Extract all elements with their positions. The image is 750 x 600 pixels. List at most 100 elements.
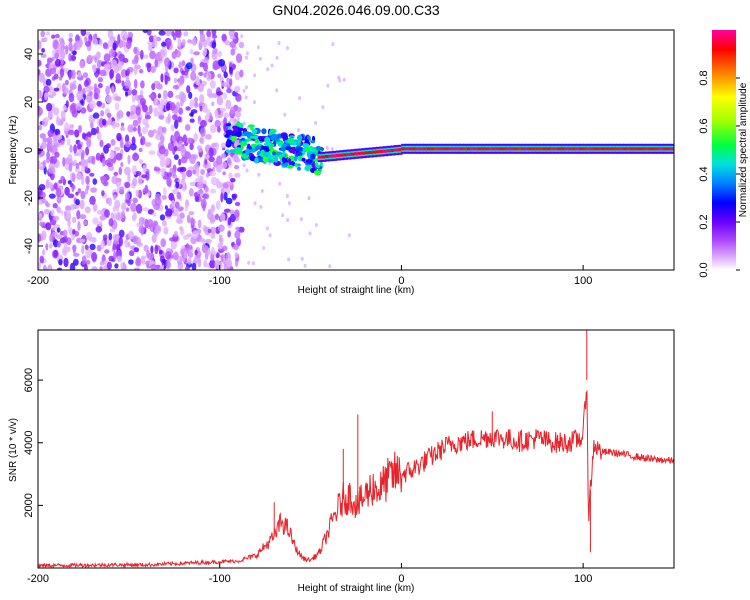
heatmap-cell bbox=[76, 90, 84, 101]
heatmap-cell bbox=[148, 104, 153, 115]
heatmap-cell bbox=[250, 135, 255, 139]
heatmap-cell bbox=[120, 262, 124, 269]
heatmap-cell bbox=[210, 232, 216, 239]
heatmap-cell bbox=[313, 158, 319, 162]
heatmap-cell bbox=[214, 109, 219, 120]
heatmap-cell bbox=[53, 239, 59, 248]
heatmap-cell bbox=[38, 233, 42, 243]
heatmap-cell bbox=[185, 106, 191, 111]
heatmap-cell bbox=[245, 138, 250, 143]
heatmap-cell bbox=[296, 142, 301, 146]
heatmap-cell bbox=[648, 147, 654, 151]
heatmap-cell bbox=[175, 101, 181, 109]
heatmap-cell bbox=[236, 95, 242, 101]
heatmap-cell bbox=[38, 40, 42, 50]
heatmap-cell bbox=[167, 142, 175, 152]
heatmap-cell bbox=[633, 147, 639, 151]
heatmap-cell bbox=[199, 135, 205, 145]
heatmap-cell bbox=[601, 147, 607, 151]
heatmap-cell bbox=[214, 119, 221, 128]
heatmap-cell bbox=[202, 49, 207, 57]
heatmap-cell bbox=[205, 238, 212, 244]
heatmap-cell bbox=[415, 147, 421, 151]
heatmap-cell bbox=[390, 149, 396, 152]
heatmap-cell bbox=[339, 153, 345, 157]
heatmap-cell bbox=[85, 132, 93, 137]
heatmap-cell bbox=[41, 230, 47, 241]
heatmap-cell bbox=[242, 163, 246, 168]
heatmap-cell bbox=[118, 166, 123, 175]
heatmap-cell bbox=[79, 60, 84, 69]
snr-xtick-label: 100 bbox=[574, 573, 592, 585]
heatmap-cell bbox=[160, 171, 165, 177]
heatmap-cell bbox=[164, 210, 171, 217]
heatmap-cell bbox=[194, 97, 198, 103]
heatmap-cell bbox=[235, 130, 242, 138]
heatmap-cell bbox=[164, 57, 171, 67]
heatmap-cell bbox=[100, 239, 105, 250]
heatmap-cell bbox=[119, 139, 124, 149]
heatmap-cell bbox=[186, 170, 193, 178]
heatmap-cell bbox=[132, 119, 139, 127]
heatmap-cell bbox=[142, 164, 147, 173]
heatmap-cell bbox=[630, 147, 636, 151]
heatmap-cell bbox=[228, 172, 233, 180]
heatmap-cell bbox=[211, 101, 215, 107]
heatmap-cell bbox=[254, 157, 259, 164]
heatmap-cell bbox=[107, 197, 113, 207]
heatmap-cell bbox=[423, 147, 429, 151]
heatmap-cell bbox=[43, 266, 48, 270]
heatmap-cell bbox=[60, 210, 64, 215]
heatmap-cell bbox=[220, 161, 228, 169]
heatmap-cell bbox=[182, 134, 187, 144]
heatmap-cell bbox=[97, 77, 104, 83]
heatmap-cell bbox=[173, 230, 179, 237]
heatmap-cell bbox=[229, 213, 236, 223]
heatmap-cell bbox=[189, 48, 194, 55]
heatmap-cell bbox=[539, 147, 545, 151]
spectrogram-xtick-label: -100 bbox=[209, 275, 231, 287]
heatmap-cell bbox=[138, 159, 144, 165]
heatmap-cell bbox=[361, 151, 367, 155]
heatmap-cell bbox=[176, 191, 182, 200]
heatmap-cell bbox=[60, 118, 64, 125]
snr-panel: -200 -100 0 100 2000 4000 6000 Height of stra… bbox=[8, 329, 675, 594]
heatmap-cell bbox=[204, 134, 212, 140]
heatmap-cell bbox=[337, 75, 341, 80]
heatmap-cell bbox=[38, 69, 41, 76]
heatmap-cell bbox=[174, 145, 178, 152]
heatmap-cell bbox=[254, 138, 260, 144]
heatmap-cell bbox=[253, 201, 257, 206]
heatmap-cell bbox=[193, 51, 200, 56]
heatmap-cell bbox=[166, 102, 171, 111]
heatmap-cell bbox=[229, 78, 233, 87]
heatmap-cell bbox=[54, 128, 61, 136]
heatmap-cell bbox=[164, 205, 168, 210]
heatmap-cell bbox=[132, 177, 138, 187]
heatmap-cell bbox=[79, 214, 87, 220]
heatmap-cell bbox=[655, 147, 661, 151]
heatmap-cell bbox=[68, 92, 75, 103]
heatmap-cell bbox=[286, 46, 290, 51]
heatmap-cell bbox=[97, 83, 103, 89]
heatmap-cell bbox=[270, 133, 278, 141]
heatmap-cell bbox=[342, 77, 346, 82]
heatmap-cell bbox=[56, 227, 61, 233]
heatmap-cell bbox=[148, 44, 153, 52]
heatmap-cell bbox=[75, 172, 82, 181]
heatmap-cell bbox=[73, 159, 77, 164]
heatmap-cell bbox=[142, 118, 149, 126]
heatmap-cell bbox=[221, 33, 227, 42]
heatmap-cell bbox=[304, 138, 310, 145]
heatmap-cell bbox=[89, 100, 96, 110]
heatmap-cell bbox=[247, 260, 251, 265]
heatmap-cell bbox=[175, 181, 180, 189]
heatmap-cell bbox=[444, 147, 450, 151]
heatmap-cell bbox=[49, 181, 53, 190]
heatmap-cell bbox=[131, 165, 138, 176]
heatmap-cell bbox=[285, 194, 289, 198]
heatmap-cell bbox=[263, 156, 268, 161]
heatmap-cell bbox=[59, 68, 65, 78]
heatmap-cell bbox=[430, 147, 436, 151]
heatmap-cell bbox=[67, 138, 71, 146]
